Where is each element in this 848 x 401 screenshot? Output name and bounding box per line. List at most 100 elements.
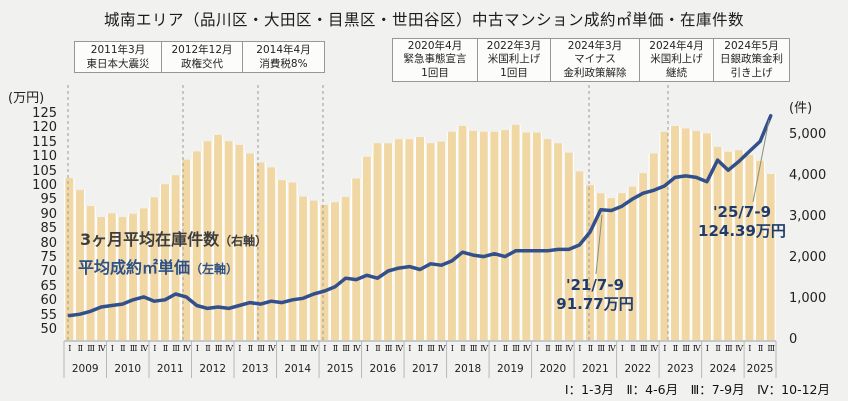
event-boxes-left: 2011年3月 東日本大震災 2012年12月 政権交代 2014年4月 消費税8% xyxy=(74,41,325,73)
event-boxes-right: 2020年4月 緊急事態宣言 1回目 2022年3月 米国利上げ 1回目 2024年3月 マイ… xyxy=(392,38,790,82)
inventory-bar xyxy=(277,180,286,340)
inventory-bar xyxy=(607,198,616,340)
inventory-bar xyxy=(288,182,297,340)
inventory-bar xyxy=(320,204,329,340)
inventory-bar xyxy=(596,193,605,340)
inventory-bar xyxy=(447,131,456,340)
event-box-line: 2020年4月 xyxy=(407,40,463,53)
event-box-line: 2011年3月 xyxy=(90,43,146,56)
inventory-bar xyxy=(713,146,722,340)
inventory-bar xyxy=(766,173,775,340)
inventory-bar xyxy=(671,125,680,340)
legend-price-axis-note: （左軸） xyxy=(190,262,239,276)
inventory-bar xyxy=(522,132,531,340)
event-box-line: 2022年3月 xyxy=(486,40,542,53)
inventory-bar xyxy=(479,131,488,340)
inventory-bar xyxy=(192,151,201,340)
event-box-line: 日銀政策金利 xyxy=(720,53,783,66)
event-box-line: 引き上げ xyxy=(730,66,773,79)
callout-2021-q3-value: 91.77万円 xyxy=(556,294,634,313)
event-box: 2024年4月 米国利上げ 継続 xyxy=(639,38,714,82)
inventory-bar xyxy=(394,139,403,340)
inventory-bar xyxy=(129,213,138,340)
inventory-bar xyxy=(734,150,743,340)
inventory-bar xyxy=(267,167,276,340)
callout-2021-q3: '21/7-9 91.77万円 xyxy=(535,276,655,314)
quarter-definition-footnote: Ⅰ：1-3月 Ⅱ：4-6月 Ⅲ：7-9月 Ⅳ：10-12月 xyxy=(564,382,830,397)
inventory-bar xyxy=(118,217,127,340)
event-box-line: 2012年12月 xyxy=(171,43,233,56)
inventory-bar xyxy=(362,156,371,340)
event-box: 2012年12月 政権交代 xyxy=(161,41,243,73)
legend-inventory-axis-note: （右軸） xyxy=(219,234,268,248)
inventory-bar xyxy=(75,189,84,340)
inventory-bar xyxy=(692,130,701,340)
legend-price-label: 平均成約㎡単価 xyxy=(78,258,191,277)
inventory-bar xyxy=(702,133,711,340)
event-box: 2020年4月 緊急事態宣言 1回目 xyxy=(392,38,478,82)
event-box-line: 継続 xyxy=(666,66,687,79)
event-box: 2014年4月 消費税8% xyxy=(242,41,325,73)
legend-inventory-bars: 3ヶ月平均在庫件数（右軸） xyxy=(80,226,267,250)
inventory-bar xyxy=(171,175,180,340)
inventory-bar xyxy=(405,139,414,340)
event-box-line: 2024年4月 xyxy=(649,40,704,53)
event-box: 2024年5月 日銀政策金利 引き上げ xyxy=(713,38,790,82)
inventory-bar xyxy=(139,208,148,340)
inventory-bar xyxy=(586,185,595,340)
inventory-bar xyxy=(107,213,116,340)
event-box-line: 金利政策解除 xyxy=(563,66,627,79)
inventory-bar xyxy=(649,153,658,340)
inventory-bar xyxy=(160,184,169,340)
inventory-bar xyxy=(299,196,308,340)
inventory-bar xyxy=(341,196,350,340)
price-line xyxy=(67,114,773,318)
event-box-line: 東日本大震災 xyxy=(86,58,150,70)
callout-2025-q3-value: 124.39万円 xyxy=(698,221,786,240)
event-box: 2022年3月 米国利上げ 1回目 xyxy=(477,38,551,82)
inventory-bar xyxy=(384,143,393,340)
inventory-bar xyxy=(490,131,499,340)
event-box-line: 2024年3月 xyxy=(567,40,623,53)
right-axis-unit-label: (件) xyxy=(789,101,813,116)
inventory-bar xyxy=(97,217,106,340)
callout-2025-q3: '25/7-9 124.39万円 xyxy=(682,203,802,241)
inventory-bar xyxy=(86,205,95,340)
event-box-line: 1回目 xyxy=(421,66,449,79)
inventory-bar xyxy=(660,131,669,340)
legend-inventory-label: 3ヶ月平均在庫件数 xyxy=(80,230,220,249)
event-box-line: 政権交代 xyxy=(181,58,223,70)
callout-2025-q3-label: '25/7-9 xyxy=(712,203,772,221)
inventory-bar xyxy=(724,151,733,340)
inventory-bar xyxy=(235,144,244,340)
inventory-bar xyxy=(65,178,74,340)
inventory-bar xyxy=(245,153,254,340)
inventory-bar xyxy=(628,186,637,340)
inventory-bar xyxy=(532,132,541,340)
legend-price-line: 平均成約㎡単価（左軸） xyxy=(78,254,238,278)
inventory-bar xyxy=(224,141,233,340)
inventory-bar xyxy=(681,128,690,340)
inventory-bar xyxy=(554,143,563,340)
event-box-line: マイナス xyxy=(574,53,616,66)
inventory-bar xyxy=(564,152,573,340)
inventory-bar xyxy=(617,193,626,340)
inventory-bar xyxy=(469,130,478,340)
event-box-line: 米国利上げ xyxy=(650,53,703,66)
left-axis-unit-label: (万円) xyxy=(8,91,45,106)
event-box-line: 緊急事態宣言 xyxy=(403,53,467,66)
inventory-bar xyxy=(511,124,520,340)
inventory-bar xyxy=(458,125,467,340)
annotation-pointer-line xyxy=(595,214,603,275)
inventory-bar xyxy=(756,160,765,340)
inventory-bar xyxy=(330,202,339,340)
inventory-bar xyxy=(426,143,435,340)
inventory-bar xyxy=(214,135,223,340)
chart-title: 城南エリア（品川区・大田区・目黒区・世田谷区）中古マンション成約㎡単価・在庫件数 xyxy=(103,11,744,29)
inventory-bar xyxy=(352,178,361,340)
inventory-bar xyxy=(416,137,424,340)
inventory-bar xyxy=(309,200,318,340)
event-box-line: 2014年4月 xyxy=(256,43,311,56)
